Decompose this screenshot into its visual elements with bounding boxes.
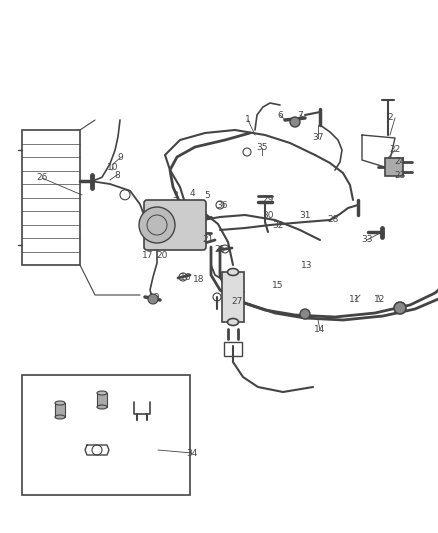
Text: 12: 12 — [374, 295, 386, 304]
Text: 22: 22 — [389, 146, 401, 155]
Circle shape — [148, 294, 158, 304]
Text: 4: 4 — [189, 189, 195, 198]
Bar — [22, 130, 80, 265]
Text: 35: 35 — [256, 143, 268, 152]
Text: 2: 2 — [387, 114, 393, 123]
Bar — [97, 393, 107, 407]
Bar — [55, 403, 65, 417]
Bar — [385, 158, 403, 176]
Text: 3: 3 — [172, 190, 178, 199]
Text: 31: 31 — [299, 211, 311, 220]
Ellipse shape — [227, 319, 239, 326]
Text: 25: 25 — [214, 246, 226, 254]
Text: 33: 33 — [361, 236, 373, 245]
Ellipse shape — [97, 405, 107, 409]
Text: 5: 5 — [204, 190, 210, 199]
Circle shape — [139, 207, 175, 243]
Text: 30: 30 — [262, 211, 274, 220]
Text: 36: 36 — [216, 200, 228, 209]
Text: 1: 1 — [245, 116, 251, 125]
Text: 28: 28 — [327, 215, 339, 224]
Text: 23: 23 — [394, 171, 406, 180]
Text: 21: 21 — [202, 236, 214, 245]
Text: 9: 9 — [117, 154, 123, 163]
Text: 37: 37 — [312, 133, 324, 142]
Bar — [22, 375, 190, 495]
Text: 11: 11 — [349, 295, 361, 304]
Ellipse shape — [227, 269, 239, 276]
Circle shape — [300, 309, 310, 319]
Ellipse shape — [55, 401, 65, 405]
Text: 34: 34 — [186, 448, 198, 457]
Text: 8: 8 — [114, 171, 120, 180]
Text: 26: 26 — [36, 174, 48, 182]
Bar — [222, 272, 244, 322]
Text: 15: 15 — [272, 280, 284, 289]
Text: 10: 10 — [107, 163, 119, 172]
Text: 18: 18 — [193, 276, 205, 285]
Text: 24: 24 — [394, 157, 406, 166]
Circle shape — [394, 302, 406, 314]
Text: 16: 16 — [180, 273, 192, 282]
Bar — [224, 342, 242, 356]
Text: 6: 6 — [277, 110, 283, 119]
Ellipse shape — [97, 391, 107, 395]
Text: 27: 27 — [231, 297, 243, 306]
Text: 29: 29 — [262, 196, 274, 205]
Text: 17: 17 — [142, 251, 154, 260]
Text: 32: 32 — [272, 221, 284, 230]
Text: 13: 13 — [301, 261, 313, 270]
Ellipse shape — [55, 415, 65, 419]
FancyBboxPatch shape — [144, 200, 206, 250]
Text: 19: 19 — [149, 294, 161, 303]
Text: 20: 20 — [156, 251, 168, 260]
Circle shape — [290, 117, 300, 127]
Text: 7: 7 — [297, 110, 303, 119]
Text: 14: 14 — [314, 326, 326, 335]
